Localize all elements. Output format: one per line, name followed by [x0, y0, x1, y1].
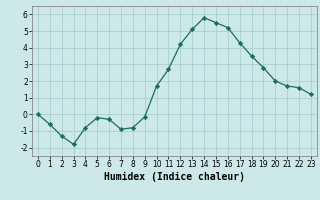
X-axis label: Humidex (Indice chaleur): Humidex (Indice chaleur) [104, 172, 245, 182]
